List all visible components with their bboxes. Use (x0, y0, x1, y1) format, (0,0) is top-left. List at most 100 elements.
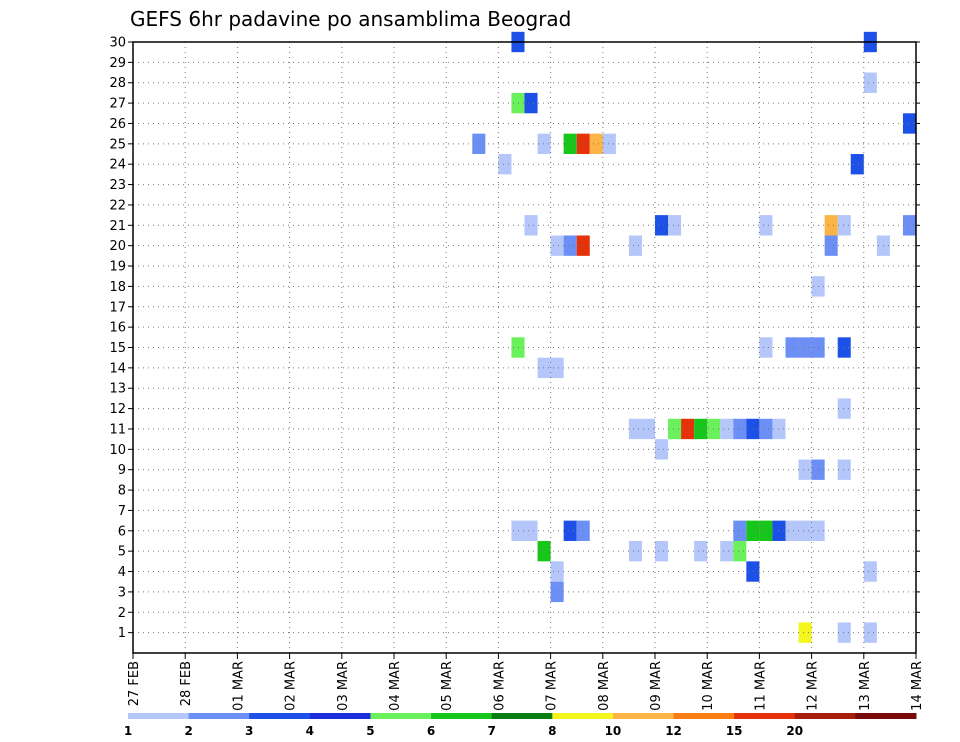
precip-cell (655, 215, 669, 236)
x-tick-label: 14 MAR (910, 661, 925, 711)
precip-cell (668, 418, 682, 440)
precip-cell (550, 235, 564, 256)
y-tick-label: 6 (118, 524, 126, 539)
colorbar-swatch (491, 713, 553, 719)
precip-cell (798, 520, 812, 541)
y-tick-label: 8 (118, 484, 126, 499)
y-tick-label: 19 (109, 260, 126, 275)
y-tick-label: 5 (118, 545, 126, 560)
x-tick-label: 28 FEB (179, 661, 194, 706)
x-tick-label: 27 FEB (127, 661, 142, 706)
precip-cell (733, 540, 747, 562)
precip-cell (837, 337, 851, 358)
y-tick-label: 29 (109, 56, 126, 71)
precip-cell (681, 418, 695, 440)
precip-cell (589, 133, 603, 155)
colorbar-label: 12 (665, 724, 682, 738)
colorbar-swatch (734, 713, 796, 719)
x-tick-label: 13 MAR (858, 661, 873, 711)
colorbar-swatch (188, 713, 250, 719)
y-tick-label: 15 (109, 341, 126, 356)
colorbar-label: 8 (548, 724, 556, 738)
precip-cell (863, 622, 877, 643)
precip-cell (537, 540, 551, 562)
precip-cell (498, 154, 512, 175)
y-tick-label: 4 (118, 565, 126, 580)
colorbar-swatch (431, 713, 493, 719)
x-tick-label: 11 MAR (753, 661, 768, 711)
y-tick-label: 18 (109, 280, 126, 295)
y-tick-label: 1 (118, 626, 126, 641)
precip-cell (655, 540, 669, 562)
x-tick-label: 07 MAR (545, 661, 560, 711)
precip-cell (694, 540, 708, 562)
colorbar-label: 7 (488, 724, 496, 738)
precip-cell (785, 520, 799, 541)
y-tick-label: 24 (109, 158, 126, 173)
precip-cell (655, 439, 669, 460)
y-tick-label: 13 (109, 382, 126, 397)
y-tick-label: 25 (109, 137, 126, 152)
precip-cell (850, 154, 864, 175)
precip-cell (902, 113, 916, 134)
precip-cell (550, 581, 564, 603)
precip-cell (733, 418, 747, 440)
x-tick-label: 10 MAR (701, 661, 716, 711)
colorbar-legend: 1 2 3 4 5 6 7 8 10 12 15 20 (124, 713, 917, 738)
colorbar-swatch (552, 713, 614, 719)
y-tick-label: 2 (118, 606, 126, 621)
y-tick-label: 9 (118, 463, 126, 478)
y-tick-label: 10 (109, 443, 126, 458)
precip-cell (511, 520, 525, 541)
y-tick-label: 28 (109, 76, 126, 91)
y-tick-label: 22 (109, 198, 126, 213)
precip-cell (746, 418, 760, 440)
colorbar-swatch (794, 713, 856, 719)
precip-cell (863, 72, 877, 93)
precip-cell (720, 540, 734, 562)
precip-cell (759, 520, 773, 541)
y-tick-label: 7 (118, 504, 126, 519)
y-tick-label: 3 (118, 585, 126, 600)
colorbar-label: 2 (184, 724, 192, 738)
precip-cell (694, 418, 708, 440)
precip-cell (863, 561, 877, 582)
x-tick-label: 12 MAR (806, 661, 821, 711)
precip-cell (837, 215, 851, 236)
precip-cell (798, 459, 812, 480)
precip-cell (746, 561, 760, 582)
precip-cell (537, 133, 551, 155)
grid-layer (133, 42, 916, 653)
precip-cell (628, 540, 642, 562)
x-tick-label: 08 MAR (597, 661, 612, 711)
y-tick-label: 21 (109, 219, 126, 234)
precip-cell (824, 215, 838, 236)
precip-cell (824, 235, 838, 256)
x-tick-label: 04 MAR (388, 661, 403, 711)
axes-layer: 1234567891011121314151617181920212223242… (109, 36, 925, 711)
x-tick-label: 02 MAR (284, 661, 299, 711)
precip-cell (602, 133, 616, 155)
x-tick-label: 09 MAR (649, 661, 664, 711)
colorbar-swatch (309, 713, 371, 719)
precip-cell (550, 561, 564, 582)
precip-cell (746, 520, 760, 541)
y-tick-label: 23 (109, 178, 126, 193)
colorbar-label: 20 (786, 724, 803, 738)
precip-cell (759, 418, 773, 440)
colorbar-label: 4 (306, 724, 314, 738)
cells-layer (472, 31, 916, 643)
colorbar-swatch (855, 713, 917, 719)
precip-cell (798, 337, 812, 358)
chart-title: GEFS 6hr padavine po ansamblima Beograd (130, 7, 571, 31)
precip-cell (759, 215, 773, 236)
precip-cell (563, 133, 577, 155)
precip-cell (759, 337, 773, 358)
precip-cell (511, 92, 525, 114)
y-tick-label: 16 (109, 321, 126, 336)
precip-cell (837, 398, 851, 419)
y-tick-label: 30 (109, 36, 126, 51)
colorbar-swatch (128, 713, 190, 719)
y-tick-label: 27 (109, 97, 126, 112)
